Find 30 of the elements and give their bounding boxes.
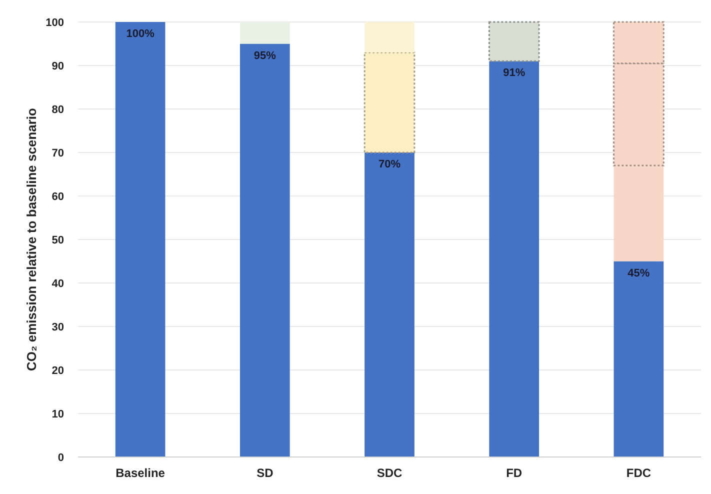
x-tick-label: FDC	[626, 466, 652, 480]
data-label: 95%	[254, 50, 276, 62]
y-tick-label: 20	[52, 364, 64, 377]
y-tick-label: 100	[46, 16, 64, 29]
y-tick-label: 30	[52, 321, 64, 334]
bar	[364, 152, 414, 457]
data-label: 100%	[126, 28, 155, 40]
x-tick-label: Baseline	[116, 466, 166, 480]
data-label: 91%	[503, 67, 526, 80]
bar	[240, 44, 290, 457]
data-label: 45%	[628, 267, 650, 280]
y-tick-label: 40	[52, 278, 64, 290]
bar	[115, 22, 166, 457]
y-tick-label: 90	[52, 60, 64, 72]
bar	[488, 21, 540, 62]
y-tick-label: 80	[52, 104, 64, 116]
bar	[364, 52, 416, 154]
x-tick-label: FD	[506, 466, 522, 480]
x-tick-label: SDC	[376, 466, 402, 480]
bar	[489, 61, 540, 457]
y-tick-label: 0	[58, 452, 64, 464]
x-tick-label: SD	[256, 466, 274, 480]
y-tick-label: 50	[52, 234, 64, 246]
data-label: 70%	[378, 158, 401, 170]
y-tick-label: 60	[52, 190, 64, 203]
bar	[614, 261, 664, 457]
y-axis-title: CO₂ emission relative to baseline scenario	[24, 108, 39, 371]
y-tick-label: 70	[52, 147, 64, 160]
y-tick-label: 10	[52, 408, 64, 420]
bar	[364, 22, 414, 52]
